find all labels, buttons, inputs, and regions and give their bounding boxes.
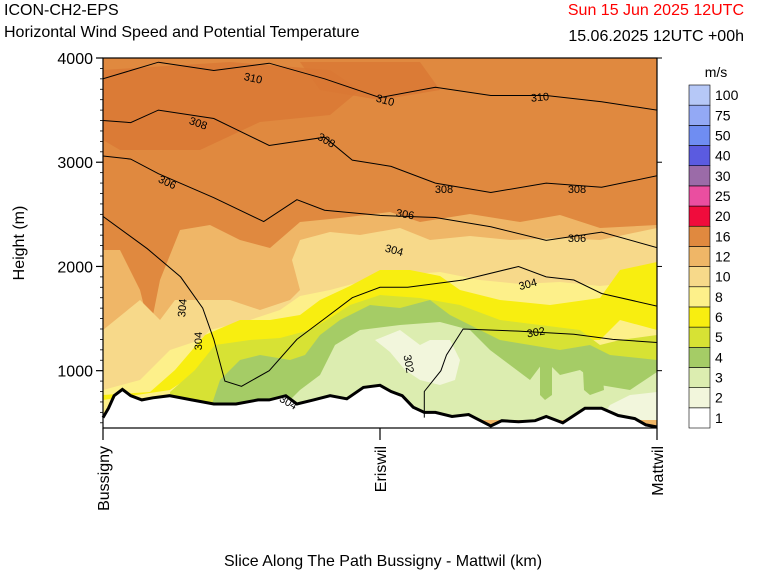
colorbar-unit: m/s <box>705 64 728 80</box>
colorbar-label: 20 <box>715 208 731 224</box>
terrain-outline <box>101 383 658 429</box>
colorbar-swatch <box>688 84 711 106</box>
colorbar-swatch <box>688 387 711 409</box>
isentrope-308 <box>103 109 657 194</box>
isentrope-label: 310 <box>243 71 263 87</box>
colorbar-swatch <box>688 225 711 247</box>
colorbar-swatch <box>688 246 711 267</box>
colorbar-swatch <box>688 266 711 288</box>
isentrope-label: 302 <box>526 325 546 340</box>
isentrope-label: 304 <box>176 298 190 317</box>
y-tick-label: 1000 <box>57 364 93 381</box>
isentrope-306 <box>103 155 657 249</box>
x-tick-label: Bussigny <box>96 446 113 511</box>
wind-band-4-column-2 <box>582 350 604 395</box>
isentrope-label: 310 <box>530 91 549 105</box>
isentrope-contours <box>103 61 657 418</box>
colorbar-label: 75 <box>715 107 731 123</box>
colorbar-swatch <box>688 326 711 348</box>
colorbar-label: 8 <box>715 289 723 305</box>
colorbar-label: 10 <box>715 269 731 285</box>
colorbar-swatch <box>688 185 711 207</box>
colorbar-swatch <box>688 286 711 308</box>
colorbar-label: 40 <box>715 148 731 164</box>
isentrope-label: 304 <box>384 243 405 259</box>
wind-band-16-core <box>103 62 360 150</box>
wind-band-16-core-2 <box>300 62 440 100</box>
colorbar-label: 2 <box>715 390 723 406</box>
colorbar-swatch <box>688 306 711 328</box>
colorbar-label: 100 <box>715 87 739 103</box>
colorbar-swatch <box>688 205 711 227</box>
isentrope-label: 304 <box>518 277 539 293</box>
colorbar-label: 12 <box>715 249 731 265</box>
model-name: ICON-CH2-EPS <box>4 2 119 19</box>
wind-band-2 <box>375 330 460 385</box>
isentrope-label: 304 <box>193 332 205 350</box>
x-tick-label: Eriswil <box>373 446 390 492</box>
isentrope-304 <box>103 215 657 387</box>
wind-band-4-column <box>540 350 552 400</box>
isentrope-302 <box>423 328 657 418</box>
isentrope-label: 302 <box>401 354 416 374</box>
colorbar-swatch <box>688 125 711 146</box>
colorbar-swatch <box>688 346 711 368</box>
run-datetime: Sun 15 Jun 2025 12UTC <box>567 2 744 19</box>
colorbar-label: 50 <box>715 127 731 143</box>
colorbar-swatch <box>688 145 711 167</box>
isentrope-label: 310 <box>375 93 396 109</box>
colorbar-label: 3 <box>715 370 723 386</box>
colorbar-swatch <box>688 407 711 429</box>
colorbar-label: 25 <box>715 188 731 204</box>
colorbar-label: 4 <box>715 349 723 365</box>
colorbar-label: 1 <box>715 410 723 426</box>
y-tick-label: 3000 <box>57 155 93 172</box>
isentrope-label: 306 <box>568 233 586 245</box>
y-tick-label: 2000 <box>57 259 93 276</box>
wind-speed-field <box>103 58 657 428</box>
colorbar-label: 30 <box>715 168 731 184</box>
y-axis-label: Height (m) <box>11 206 28 281</box>
x-axis-label: Slice Along The Path Bussigny - Mattwil … <box>223 553 543 570</box>
x-tick-label: Mattwil <box>650 446 667 496</box>
isentrope-label: 306 <box>395 207 415 222</box>
colorbar-swatch <box>688 104 711 126</box>
y-axis: 1000 2000 3000 4000 <box>57 51 662 424</box>
terrain-fill <box>103 385 657 428</box>
isentrope-label: 308 <box>435 184 453 196</box>
isentrope-label: 308 <box>187 115 208 133</box>
colorbar-label: 16 <box>715 228 731 244</box>
colorbar-swatch <box>688 367 711 388</box>
validity-time: 15.06.2025 12UTC +00h <box>568 28 744 45</box>
chart-subtitle: Horizontal Wind Speed and Potential Temp… <box>4 24 360 41</box>
colorbar-label: 6 <box>715 309 723 325</box>
colorbar-swatch <box>688 165 711 187</box>
isentrope-label: 308 <box>568 184 586 196</box>
colorbar-label: 5 <box>715 329 723 345</box>
y-tick-label: 4000 <box>57 51 93 68</box>
isentrope-310 <box>103 61 657 111</box>
x-axis: Bussigny Eriswil Mattwil <box>96 428 667 511</box>
